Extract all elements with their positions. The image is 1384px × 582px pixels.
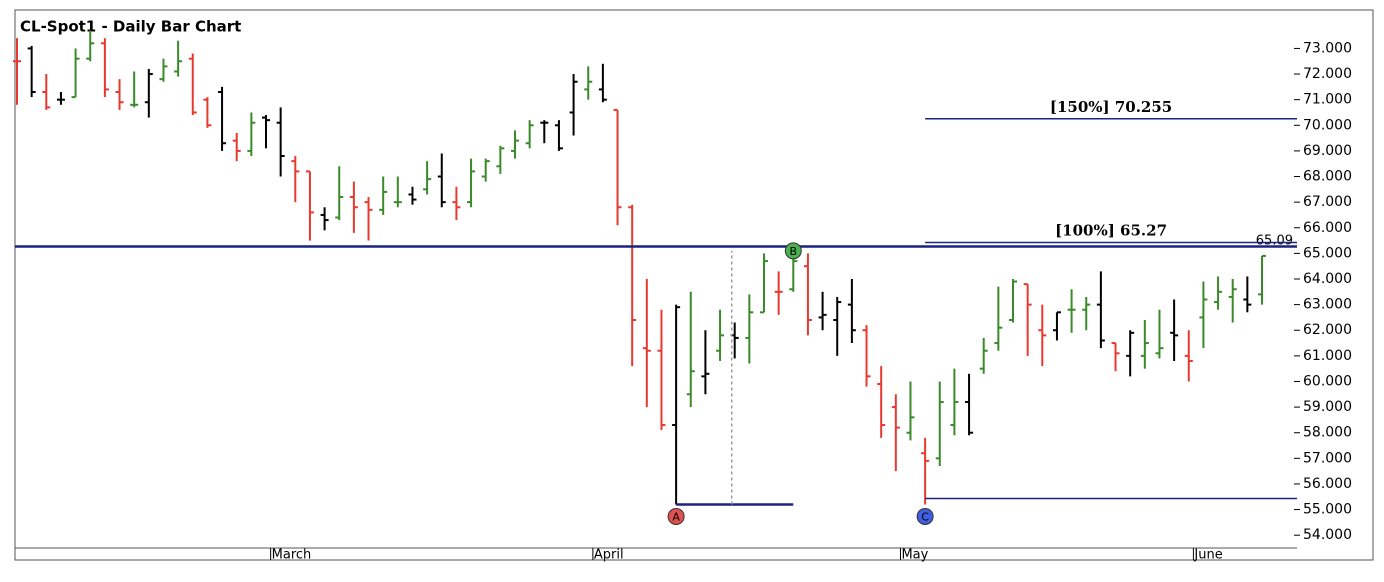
pivot-marker (784, 242, 802, 260)
y-tick-label: 59.000 (1303, 399, 1352, 415)
y-tick-label: 73.000 (1303, 40, 1352, 56)
y-tick-label: 61.000 (1303, 348, 1352, 364)
y-tick-label: 63.000 (1303, 297, 1352, 313)
y-tick-label: 58.000 (1303, 425, 1352, 441)
y-tick-label: 62.000 (1303, 322, 1352, 338)
pivot-label: B (790, 245, 798, 258)
y-tick-label: 68.000 (1303, 169, 1352, 185)
y-tick-label: 60.000 (1303, 373, 1352, 389)
chart-title: CL-Spot1 - Daily Bar Chart (20, 18, 241, 36)
y-tick-label: 65.000 (1303, 245, 1352, 261)
last-price: 65.09 (1256, 234, 1293, 249)
level-label: [100%] 65.27 (1055, 221, 1167, 239)
y-tick-label: 54.000 (1303, 527, 1352, 543)
y-tick-label: 71.000 (1303, 92, 1352, 108)
y-tick-label: 70.000 (1303, 117, 1352, 133)
pivot-marker (667, 507, 685, 525)
x-tick-label: May (901, 548, 928, 563)
y-tick-label: 57.000 (1303, 450, 1352, 466)
x-tick-label: March (272, 548, 312, 563)
pivot-marker (916, 507, 934, 525)
frame (14, 9, 1374, 561)
y-tick-label: 55.000 (1303, 502, 1352, 518)
y-tick-label: 64.000 (1303, 271, 1352, 287)
y-tick-label: 56.000 (1303, 476, 1352, 492)
x-tick-label: April (594, 548, 624, 563)
y-tick-label: 72.000 (1303, 66, 1352, 82)
pivot-label: A (672, 510, 680, 523)
x-tick-label: June (1193, 548, 1222, 563)
pivot-label: C (921, 510, 929, 523)
y-tick-label: 66.000 (1303, 220, 1352, 236)
level-label: [150%] 70.255 (1050, 98, 1172, 116)
y-tick-label: 69.000 (1303, 143, 1352, 159)
y-tick-label: 67.000 (1303, 194, 1352, 210)
